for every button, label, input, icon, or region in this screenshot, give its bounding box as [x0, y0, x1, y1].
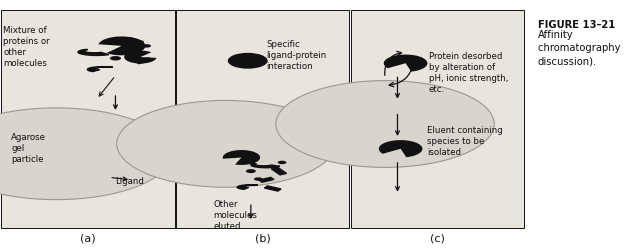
Circle shape	[117, 100, 335, 187]
Polygon shape	[237, 185, 258, 189]
Polygon shape	[259, 177, 274, 182]
Text: (c): (c)	[430, 233, 445, 243]
Wedge shape	[99, 36, 145, 55]
Wedge shape	[384, 55, 427, 72]
Circle shape	[110, 56, 121, 61]
Circle shape	[254, 177, 263, 181]
Circle shape	[0, 108, 172, 200]
Text: Ligand: Ligand	[115, 177, 144, 186]
Polygon shape	[87, 67, 113, 72]
Text: Affinity
chromatography (see text for
discussion).: Affinity chromatography (see text for di…	[538, 30, 624, 66]
Text: Specific
ligand-protein
interaction: Specific ligand-protein interaction	[266, 40, 327, 71]
Text: (b): (b)	[255, 233, 271, 243]
Polygon shape	[251, 163, 280, 168]
Text: Agarose
gel
particle: Agarose gel particle	[11, 133, 46, 164]
FancyBboxPatch shape	[351, 10, 524, 228]
Text: Protein desorbed
by alteration of
pH, ionic strength,
etc.: Protein desorbed by alteration of pH, io…	[429, 52, 508, 94]
Text: FIGURE 13–21: FIGURE 13–21	[538, 20, 622, 30]
Circle shape	[276, 81, 494, 167]
Circle shape	[278, 161, 286, 164]
Wedge shape	[379, 140, 422, 157]
Polygon shape	[78, 50, 109, 55]
Polygon shape	[125, 38, 144, 44]
Polygon shape	[135, 58, 152, 63]
Text: (a): (a)	[80, 233, 96, 243]
FancyBboxPatch shape	[176, 10, 349, 228]
Text: Mixture of
proteins or
other
molecules: Mixture of proteins or other molecules	[3, 26, 50, 68]
Circle shape	[228, 53, 268, 69]
Polygon shape	[265, 186, 281, 191]
Text: Other
molecules
eluted: Other molecules eluted	[213, 200, 257, 231]
Polygon shape	[271, 167, 286, 175]
Wedge shape	[223, 150, 260, 165]
Circle shape	[142, 44, 151, 48]
Circle shape	[246, 169, 256, 173]
Text: Eluent containing
species to be
isolated: Eluent containing species to be isolated	[427, 126, 502, 157]
FancyBboxPatch shape	[1, 10, 175, 228]
Wedge shape	[124, 51, 157, 63]
